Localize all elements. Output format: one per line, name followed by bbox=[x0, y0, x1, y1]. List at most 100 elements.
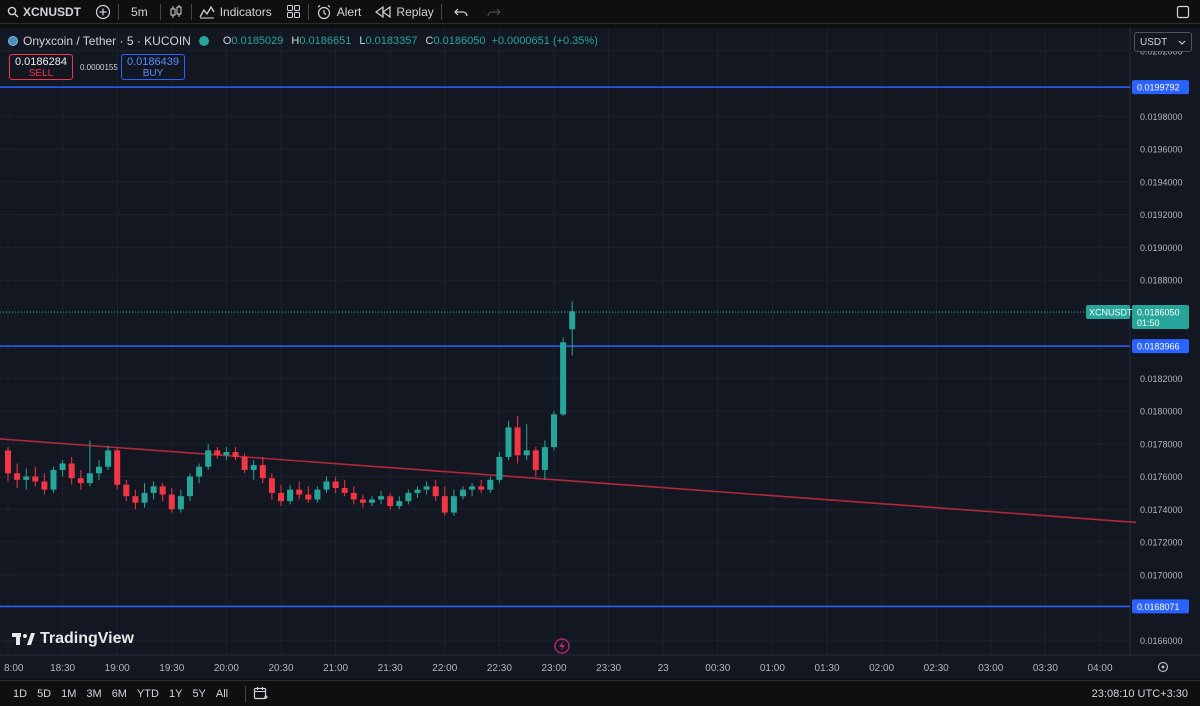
alarm-clock-icon bbox=[317, 4, 331, 19]
lightning-event-icon[interactable] bbox=[554, 638, 570, 654]
grid-lines bbox=[0, 28, 1200, 679]
candle-up bbox=[223, 452, 230, 456]
replay-button[interactable]: Replay bbox=[368, 0, 440, 24]
coin-logo-icon bbox=[8, 36, 18, 46]
candle-up bbox=[551, 414, 557, 448]
candle-up bbox=[369, 499, 375, 503]
market-status-icon[interactable] bbox=[198, 36, 209, 46]
candle-down bbox=[478, 486, 485, 490]
candle-down bbox=[332, 481, 339, 489]
candle-down bbox=[296, 489, 303, 495]
price-tick-label: 0.0176000 bbox=[1140, 472, 1183, 482]
close-value: 0.0186050 bbox=[433, 35, 486, 47]
candle-up bbox=[378, 496, 385, 500]
symbol-search-button[interactable]: XCNUSDT bbox=[0, 0, 88, 24]
price-tick-label: 0.0188000 bbox=[1140, 276, 1183, 286]
candle-up bbox=[469, 486, 476, 490]
candle-down bbox=[532, 450, 539, 471]
interval-label: 5m bbox=[131, 4, 148, 19]
time-tick-label: 00:30 bbox=[705, 663, 730, 674]
candle-down bbox=[41, 481, 48, 490]
grid-icon bbox=[286, 5, 300, 18]
time-tick-label: 01:30 bbox=[814, 663, 839, 674]
indicators-button[interactable]: Indicators bbox=[192, 0, 279, 24]
time-tick-label: 20:00 bbox=[214, 663, 239, 674]
range-button-1y[interactable]: 1Y bbox=[168, 687, 183, 700]
candle-up bbox=[205, 450, 212, 467]
price-tick-label: 0.0182000 bbox=[1140, 374, 1183, 384]
candle-down bbox=[123, 484, 130, 497]
goto-date-button[interactable] bbox=[246, 682, 276, 706]
range-button-1d[interactable]: 1D bbox=[13, 687, 28, 700]
redo-button[interactable] bbox=[480, 0, 508, 24]
range-button-3m[interactable]: 3M bbox=[86, 687, 102, 700]
alert-button[interactable]: Alert bbox=[309, 0, 369, 24]
range-button-5y[interactable]: 5Y bbox=[192, 687, 206, 700]
candle-down bbox=[132, 496, 139, 503]
candle-down bbox=[214, 450, 221, 456]
tradingview-wordmark: TradingView bbox=[40, 630, 134, 647]
range-button-ytd[interactable]: YTD bbox=[136, 687, 159, 700]
candle-down bbox=[159, 486, 166, 495]
buy-label: BUY bbox=[142, 68, 164, 79]
candle-up bbox=[150, 486, 157, 493]
chart-type-button[interactable] bbox=[161, 0, 191, 24]
interval-button[interactable]: 5m bbox=[119, 0, 160, 24]
redo-icon bbox=[487, 8, 501, 16]
calendar-icon bbox=[254, 687, 269, 700]
symbol-tag-label: XCNUSDT bbox=[1089, 308, 1133, 318]
candle-down bbox=[350, 492, 357, 500]
candle-up bbox=[187, 476, 193, 497]
candle-down bbox=[32, 476, 39, 482]
range-button-1m[interactable]: 1M bbox=[61, 687, 77, 700]
sell-button[interactable]: 0.0186284 SELL bbox=[9, 54, 73, 80]
utc-clock[interactable]: 23:08:10 UTC+3:30 bbox=[1091, 687, 1188, 700]
chevron-down-icon bbox=[1178, 40, 1186, 45]
currency-select[interactable]: USDT bbox=[1134, 32, 1192, 52]
candle-up bbox=[505, 427, 512, 457]
time-tick-label: 02:30 bbox=[924, 663, 949, 674]
range-button-6m[interactable]: 6M bbox=[111, 687, 127, 700]
candle-up bbox=[314, 489, 321, 500]
plus-circle-icon bbox=[95, 4, 111, 19]
candle-up bbox=[541, 447, 548, 471]
chart-pane[interactable]: 0.01660000.01680000.01700000.01720000.01… bbox=[0, 28, 1200, 679]
level-price-tag bbox=[1132, 80, 1189, 95]
buy-button[interactable]: 0.0186439 BUY bbox=[121, 54, 185, 80]
time-tick-label: 18:30 bbox=[50, 663, 75, 674]
time-tick-label: 22:00 bbox=[432, 663, 457, 674]
high-value: 0.0186651 bbox=[299, 35, 352, 47]
layouts-button[interactable] bbox=[279, 0, 308, 24]
candle-up bbox=[396, 501, 403, 507]
close-key: C bbox=[425, 35, 434, 47]
range-button-all[interactable]: All bbox=[215, 687, 229, 700]
time-tick-label: 20:30 bbox=[268, 663, 293, 674]
time-axis[interactable]: 8:00 18:30 19:00 19:30 20:00 20:30 21:00 21:30 2… bbox=[4, 638, 1169, 674]
candle-up bbox=[177, 496, 184, 510]
range-button-5d[interactable]: 5D bbox=[37, 687, 52, 700]
undo-button[interactable] bbox=[442, 0, 480, 24]
price-chart[interactable]: 0.01660000.01680000.01700000.01720000.01… bbox=[0, 28, 1200, 679]
settings-gear-icon[interactable] bbox=[1157, 661, 1169, 673]
toolbar-divider bbox=[245, 685, 247, 702]
price-tick-label: 0.0196000 bbox=[1140, 145, 1183, 155]
buy-price: 0.0186439 bbox=[127, 56, 179, 68]
candle-down bbox=[241, 456, 248, 471]
symbol-tag bbox=[1086, 305, 1130, 320]
price-tick-label: 0.0192000 bbox=[1140, 210, 1183, 220]
candle-up bbox=[460, 489, 466, 497]
compare-symbol-button[interactable] bbox=[88, 0, 118, 24]
candle-up bbox=[414, 489, 421, 493]
candle-down bbox=[432, 486, 439, 497]
candle-up bbox=[569, 311, 576, 330]
time-tick-label: 19:30 bbox=[159, 663, 184, 674]
candle-down bbox=[268, 478, 275, 493]
fullscreen-button[interactable] bbox=[1169, 0, 1200, 24]
open-value: 0.0185029 bbox=[231, 35, 284, 47]
candle-down bbox=[114, 450, 121, 485]
toolbar-divider bbox=[307, 3, 309, 20]
toolbar-divider bbox=[118, 3, 120, 20]
trendline-group bbox=[0, 438, 1137, 524]
date-range-group: 1D 5D 1M 3M 6M YTD 1Y 5Y All bbox=[0, 688, 233, 700]
candle-down bbox=[441, 496, 448, 513]
